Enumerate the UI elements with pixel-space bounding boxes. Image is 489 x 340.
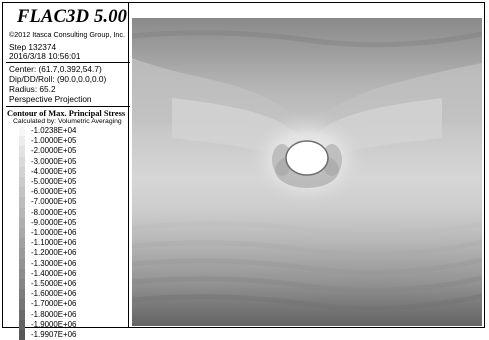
- step-label: Step 132374: [9, 42, 57, 52]
- legend-item: -1.9907E+06: [9, 330, 129, 340]
- window-frame: [2, 2, 485, 328]
- legend-item: -4.0000E+05: [9, 166, 129, 177]
- legend-label: -7.0000E+05: [31, 197, 77, 207]
- legend-swatch: [19, 279, 25, 290]
- legend-label: -1.8000E+06: [31, 309, 77, 319]
- legend-swatch: [19, 238, 25, 249]
- legend-label: -5.0000E+05: [31, 177, 77, 186]
- legend-swatch: [19, 248, 25, 259]
- legend-swatch: [19, 268, 25, 279]
- divider: [6, 106, 130, 107]
- legend-label: -1.1000E+06: [31, 238, 77, 248]
- legend-item: -1.4000E+06: [9, 268, 129, 279]
- legend-label: -1.9000E+06: [31, 319, 77, 329]
- legend-label: -9.0000E+05: [31, 217, 77, 227]
- legend-swatch: [19, 289, 25, 300]
- legend-swatch: [19, 136, 25, 147]
- legend-label: -1.9907E+06: [31, 330, 77, 339]
- legend-swatch: [19, 126, 25, 137]
- legend-swatch: [19, 319, 25, 330]
- legend-item: -5.0000E+05: [9, 177, 129, 188]
- legend-subtitle: Calculated by: Volumetric Averaging: [13, 118, 122, 125]
- legend-swatch: [19, 258, 25, 269]
- legend-swatch: [19, 177, 25, 188]
- legend-swatch: [19, 187, 25, 198]
- view-dip: Dip/DD/Roll: (90.0,0.0,0.0): [9, 74, 107, 84]
- contour-band-lines: [132, 30, 482, 311]
- upper-arch-zone-inner: [172, 98, 442, 168]
- legend-swatch: [19, 217, 25, 228]
- legend-label: -3.0000E+05: [31, 156, 77, 166]
- legend-item: -1.3000E+06: [9, 258, 129, 269]
- legend-swatch: [19, 330, 25, 340]
- legend-item: -3.0000E+05: [9, 156, 129, 167]
- timestamp: 2016/3/18 10:56:01: [9, 51, 81, 61]
- legend-item: -6.0000E+05: [9, 187, 129, 198]
- legend-item: -1.5000E+06: [9, 279, 129, 290]
- legend-swatch: [19, 228, 25, 239]
- legend-label: -4.0000E+05: [31, 166, 77, 176]
- legend-swatch: [19, 146, 25, 157]
- info-panel: FLAC3D 5.00 ©2012 Itasca Consulting Grou…: [3, 3, 130, 340]
- legend-item: -1.7000E+06: [9, 299, 129, 310]
- view-projection: Perspective Projection: [9, 94, 92, 104]
- legend-item: -9.0000E+05: [9, 217, 129, 228]
- legend-swatch: [19, 197, 25, 208]
- legend-swatch: [19, 309, 25, 320]
- legend-swatch: [19, 156, 25, 167]
- legend-label: -8.0000E+05: [31, 207, 77, 217]
- legend-item: -8.0000E+05: [9, 207, 129, 218]
- legend-label: -1.7000E+06: [31, 299, 77, 309]
- legend-swatch: [19, 299, 25, 310]
- legend-label: -1.6000E+06: [31, 289, 77, 299]
- model-viewport[interactable]: [132, 18, 482, 326]
- legend-item: -1.1000E+06: [9, 238, 129, 249]
- legend-item: -1.0000E+06: [9, 228, 129, 239]
- legend-swatch: [19, 207, 25, 218]
- legend-title: Contour of Max. Principal Stress: [7, 109, 126, 118]
- legend-label: -1.2000E+06: [31, 248, 77, 258]
- legend-item: -2.0000E+05: [9, 146, 129, 157]
- legend-item: -1.2000E+06: [9, 248, 129, 259]
- legend-item: -1.0000E+05: [9, 136, 129, 147]
- legend-label: -6.0000E+05: [31, 187, 77, 197]
- view-center: Center: (61.7,0.392,54.7): [9, 64, 102, 74]
- legend-label: -2.0000E+05: [31, 146, 77, 156]
- divider: [6, 62, 130, 63]
- app-title: FLAC3D 5.00: [17, 7, 128, 27]
- legend-label: -1.5000E+06: [31, 279, 77, 288]
- legend-swatch: [19, 166, 25, 177]
- copyright-text: ©2012 Itasca Consulting Group, Inc.: [9, 30, 125, 39]
- legend-item: -7.0000E+05: [9, 197, 129, 208]
- tunnel-opening: [285, 140, 329, 176]
- legend-label: -1.3000E+06: [31, 258, 77, 268]
- legend-label: -1.0000E+06: [31, 228, 77, 237]
- legend-item: -1.0238E+04: [9, 126, 129, 137]
- legend-label: -1.0000E+05: [31, 136, 77, 146]
- legend-item: -1.9000E+06: [9, 319, 129, 330]
- legend-item: -1.6000E+06: [9, 289, 129, 300]
- legend-label: -1.4000E+06: [31, 268, 77, 278]
- view-radius: Radius: 65.2: [9, 84, 56, 94]
- legend-item: -1.8000E+06: [9, 309, 129, 320]
- legend-label: -1.0238E+04: [31, 126, 77, 135]
